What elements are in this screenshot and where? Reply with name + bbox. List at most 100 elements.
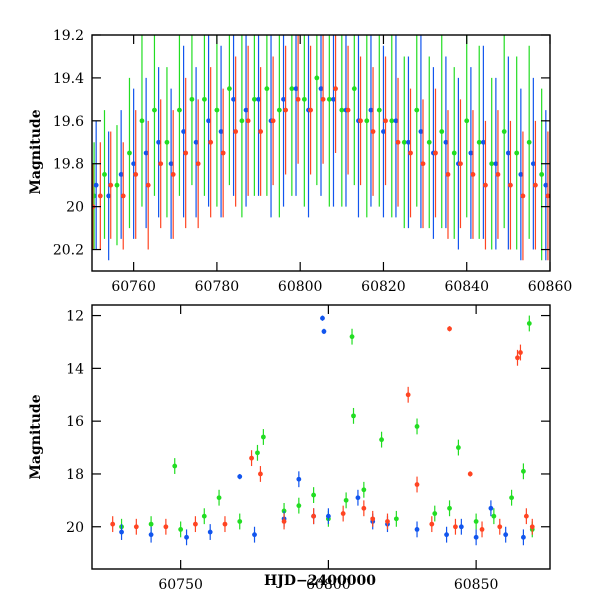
data-point-s2-20: [333, 86, 338, 92]
data-point-s0-14: [264, 86, 270, 92]
data-point-s0-12: [239, 118, 245, 124]
data-point-s1-9: [320, 315, 325, 321]
y-tick-label: 19.2: [53, 28, 84, 44]
data-point-s2-7: [281, 519, 287, 524]
data-point-s2-12: [385, 519, 390, 524]
data-point-s2-7: [170, 172, 176, 177]
data-point-s2-24: [383, 118, 388, 124]
data-point-s1-13: [256, 96, 261, 102]
data-point-s2-28: [433, 150, 438, 156]
data-point-s1-7: [296, 476, 302, 482]
y-tick-label: 18: [66, 467, 84, 483]
data-point-s1-16: [444, 532, 449, 538]
data-point-s0-3: [178, 527, 184, 532]
data-point-s0-23: [376, 107, 382, 113]
data-point-s0-28: [439, 129, 445, 134]
data-point-s0-23: [473, 519, 479, 524]
data-point-s2-19: [320, 96, 326, 102]
data-point-s0-35: [526, 139, 532, 145]
data-point-s1-20: [503, 532, 509, 538]
data-point-s2-11: [220, 150, 226, 156]
data-point-s0-18: [393, 516, 399, 522]
data-point-s2-6: [158, 161, 164, 167]
data-point-s0-24: [491, 513, 497, 519]
data-point-s1-24: [393, 118, 399, 124]
data-point-s0-14: [349, 334, 355, 340]
data-point-s1-15: [414, 527, 420, 532]
data-point-s2-37: [545, 193, 550, 199]
data-point-s1-6: [168, 161, 174, 167]
data-point-s1-36: [543, 182, 549, 188]
data-point-s1-30: [468, 150, 474, 156]
data-point-s2-33: [495, 172, 501, 177]
data-point-s0-21: [351, 86, 357, 92]
data-point-s1-11: [231, 96, 236, 102]
data-point-s0-16: [289, 86, 295, 92]
plot-area: [110, 315, 535, 546]
y-tick-label: 12: [66, 309, 84, 325]
data-point-s2-20: [497, 524, 503, 530]
y-tick-label: 16: [66, 414, 84, 430]
y-tick-label: 19.4: [53, 71, 84, 87]
data-point-s2-10: [208, 139, 214, 145]
data-point-s2-10: [361, 505, 367, 511]
data-point-s1-0: [119, 529, 124, 535]
x-axis-label: HJD−2400000: [264, 573, 376, 589]
data-point-s2-12: [233, 129, 239, 134]
data-point-s1-3: [207, 529, 213, 535]
data-point-s0-20: [339, 107, 345, 113]
data-point-s2-31: [470, 172, 476, 177]
data-point-s1-33: [505, 150, 511, 156]
data-point-s2-5: [145, 182, 151, 188]
x-tick-label: 60780: [195, 279, 240, 295]
data-point-s1-4: [143, 150, 149, 156]
data-point-s0-2: [114, 182, 120, 188]
data-point-s1-5: [156, 139, 162, 145]
data-point-s2-8: [311, 513, 317, 519]
data-point-s2-19: [479, 527, 485, 532]
data-point-s0-26: [414, 107, 420, 113]
data-point-s0-18: [314, 75, 320, 81]
data-point-s2-6: [258, 471, 263, 477]
x-tick-label: 60800: [278, 279, 323, 295]
data-point-s0-16: [361, 487, 367, 493]
data-point-s1-18: [318, 86, 324, 92]
data-point-s2-35: [520, 193, 526, 199]
data-point-s0-6: [237, 519, 243, 524]
bottom-panel: 60750 60800 60850 12 14 16 18 20: [66, 304, 551, 593]
x-tick-label: 60800: [306, 577, 351, 593]
data-point-s0-4: [201, 513, 207, 519]
data-point-s2-3: [193, 521, 198, 527]
data-point-s0-10: [214, 107, 220, 113]
plot-frame: [91, 34, 551, 272]
data-point-s0-22: [364, 118, 370, 124]
x-tick-label: 60840: [444, 279, 489, 295]
x-tick-label: 60760: [111, 279, 156, 295]
data-point-s2-13: [405, 392, 411, 398]
data-point-s1-10: [321, 329, 327, 334]
data-point-s1-32: [493, 161, 499, 167]
plot-area: [92, 35, 550, 261]
data-point-s0-34: [514, 150, 520, 156]
data-point-s0-13: [343, 497, 349, 503]
plot-frame: [91, 304, 551, 570]
data-point-s2-9: [195, 161, 201, 167]
data-point-s0-36: [539, 172, 545, 177]
bottom-y-axis-label: Magnitude: [28, 394, 44, 479]
y-tick-label: 20.2: [53, 243, 84, 259]
data-point-s0-30: [464, 118, 470, 124]
data-point-s1-17: [458, 524, 464, 530]
y-tick-label: 20: [66, 520, 84, 536]
data-point-s2-23: [523, 513, 529, 519]
y-tick-label: 14: [66, 361, 84, 377]
data-point-s2-3: [120, 193, 126, 199]
data-point-s2-21: [515, 355, 520, 361]
data-point-s0-3: [127, 150, 132, 156]
data-point-s2-15: [429, 521, 435, 527]
data-point-s2-16: [283, 107, 289, 113]
data-point-s0-11: [311, 492, 317, 498]
data-point-s2-18: [467, 471, 473, 477]
data-point-s0-8: [260, 434, 266, 440]
top-panel: 60760 60780 60800 60820 60840 60860 19.2 19.4 19…: [53, 28, 572, 295]
data-point-s2-0: [110, 521, 116, 527]
